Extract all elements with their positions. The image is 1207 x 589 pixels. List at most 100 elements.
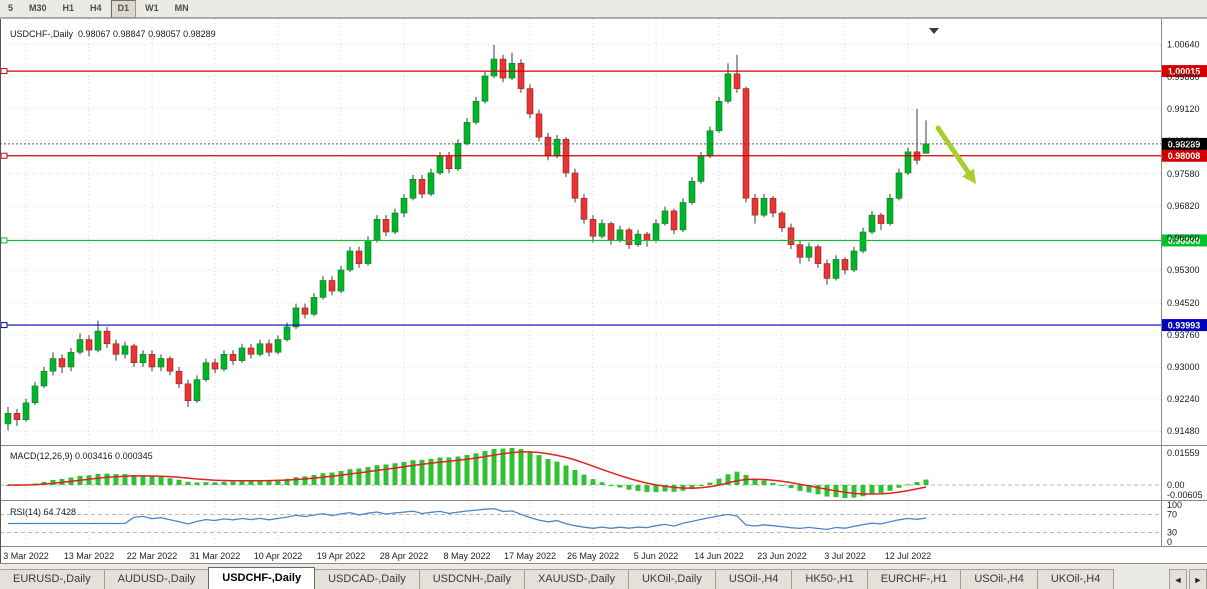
- bear-candle: [130, 345, 138, 364]
- bear-candle: [499, 58, 507, 79]
- chart-shift-marker-icon: [929, 28, 939, 34]
- price-tag-label: 1.00015: [1168, 67, 1201, 77]
- price-tag: [1162, 319, 1207, 332]
- bear-candle: [184, 383, 192, 402]
- price-tag-label: 0.93993: [1168, 321, 1201, 331]
- bear-candle: [355, 250, 363, 264]
- chart-tab-usoil-h4[interactable]: USOil-,H4: [960, 569, 1038, 589]
- bear-candle: [571, 172, 579, 199]
- date-axis-label: 28 Apr 2022: [380, 551, 429, 561]
- bull-candle: [4, 413, 12, 425]
- chart-tab-eurusd-daily[interactable]: EURUSD-,Daily: [0, 569, 105, 589]
- chart-tab-usdcnh-daily[interactable]: USDCNH-,Daily: [418, 569, 525, 589]
- date-axis-label: 13 Mar 2022: [64, 551, 115, 561]
- macd-histogram-bar: [923, 479, 929, 485]
- timeframe-button-h1[interactable]: H1: [62, 2, 75, 13]
- bear-candle: [535, 113, 543, 138]
- timeframe-button-w1[interactable]: W1: [145, 2, 159, 13]
- macd-histogram-bar: [554, 461, 560, 485]
- macd-histogram-bar: [707, 482, 713, 485]
- chart-tab-audusd-daily[interactable]: AUDUSD-,Daily: [103, 569, 210, 589]
- chart-tab-usdcad-daily[interactable]: USDCAD-,Daily: [314, 569, 420, 589]
- macd-histogram-bar: [410, 460, 416, 485]
- bear-candle: [841, 259, 849, 271]
- macd-histogram-bar: [590, 479, 596, 485]
- macd-signal-line: [8, 451, 927, 495]
- macd-histogram-bar: [455, 456, 461, 485]
- bear-candle: [823, 263, 831, 279]
- timeframe-button-mn[interactable]: MN: [174, 2, 189, 13]
- bear-candle: [247, 347, 255, 355]
- macd-histogram-bar: [419, 459, 425, 485]
- price-axis-label: 0.95300: [1167, 265, 1200, 275]
- bull-candle: [40, 370, 48, 387]
- macd-histogram-bar: [446, 457, 452, 485]
- macd-histogram-bar: [698, 484, 704, 486]
- bear-candle: [112, 343, 120, 355]
- bear-candle: [778, 212, 786, 229]
- bull-candle: [31, 385, 39, 404]
- macd-histogram-bar: [86, 475, 92, 485]
- trend-arrow-icon[interactable]: [935, 125, 971, 175]
- bull-candle: [472, 100, 480, 123]
- macd-histogram-bar: [311, 474, 317, 485]
- chart-tab-eurchf-h1[interactable]: EURCHF-,H1: [866, 569, 962, 589]
- macd-histogram-bar: [725, 474, 731, 485]
- bull-candle: [157, 358, 165, 368]
- chart-tab-ukoil-h4[interactable]: UKOil-,H4: [1036, 569, 1115, 589]
- bull-candle: [310, 297, 318, 315]
- bear-candle: [580, 197, 588, 220]
- bear-candle: [229, 354, 237, 361]
- timeframe-button-d1[interactable]: D1: [110, 0, 137, 18]
- macd-histogram-bar: [257, 480, 263, 485]
- macd-histogram-bar: [365, 467, 371, 485]
- price-tag-label: 0.98289: [1168, 139, 1201, 149]
- chart-tab-usoil-h4[interactable]: USOil-,H4: [714, 569, 793, 589]
- macd-histogram-bar: [95, 473, 101, 485]
- price-tag: [1162, 137, 1207, 150]
- macd-histogram-bar: [464, 455, 470, 485]
- price-axis-label: 0.98360: [1167, 136, 1200, 146]
- chart-tab-usdchf-daily[interactable]: USDCHF-,Daily: [208, 567, 316, 589]
- bull-candle: [67, 351, 75, 368]
- trend-arrow-head-icon[interactable]: [962, 168, 976, 185]
- bear-candle: [148, 354, 156, 368]
- line-anchor-marker: [0, 68, 8, 75]
- macd-axis-label: -0.00605: [1167, 490, 1203, 500]
- timeframe-button-m30[interactable]: M30: [29, 2, 47, 13]
- bear-candle: [670, 210, 678, 231]
- bull-candle: [391, 212, 399, 233]
- chart-tab-hk50-h1[interactable]: HK50-,H1: [791, 569, 868, 589]
- bear-candle: [877, 214, 885, 224]
- line-anchor-marker: [0, 322, 8, 329]
- line-anchor-marker: [0, 152, 8, 159]
- macd-histogram-bar: [158, 477, 164, 485]
- chart-tab-xauusd-daily[interactable]: XAUUSD-,Daily: [523, 569, 629, 589]
- rsi-axis-label: 70: [1167, 510, 1177, 520]
- macd-histogram-bar: [248, 480, 254, 485]
- date-axis-label: 17 May 2022: [504, 551, 556, 561]
- bull-candle: [724, 73, 732, 102]
- bull-candle: [346, 250, 354, 271]
- tab-scroll-right-button[interactable]: ►: [1189, 569, 1207, 589]
- date-axis-label: 23 Jun 2022: [757, 551, 807, 561]
- price-axis-label: 0.96820: [1167, 201, 1200, 211]
- bear-candle: [814, 246, 822, 264]
- macd-histogram-bar: [572, 469, 578, 485]
- macd-histogram-bar: [788, 484, 794, 489]
- timeframe-button-h4[interactable]: H4: [90, 2, 102, 13]
- macd-histogram-bar: [869, 484, 875, 495]
- macd-histogram-bar: [401, 461, 407, 485]
- macd-histogram-bar: [617, 484, 623, 488]
- bull-candle: [400, 197, 408, 214]
- tab-scroll-left-button[interactable]: ◄: [1169, 569, 1187, 589]
- macd-histogram-bar: [500, 448, 506, 485]
- chart-tab-ukoil-daily[interactable]: UKOil-,Daily: [627, 569, 716, 589]
- price-axis-label: 0.93000: [1167, 362, 1200, 372]
- macd-histogram-bar: [761, 480, 767, 485]
- price-chart-canvas[interactable]: 1.00015 0.98008 0.96000 0.93993 0.98289 1.006…: [0, 18, 1207, 563]
- timeframe-button-5[interactable]: 5: [8, 2, 14, 13]
- bear-candle: [769, 197, 777, 214]
- macd-histogram-bar: [383, 464, 389, 485]
- chart-window[interactable]: 1.00015 0.98008 0.96000 0.93993 0.98289 1.006…: [0, 18, 1207, 563]
